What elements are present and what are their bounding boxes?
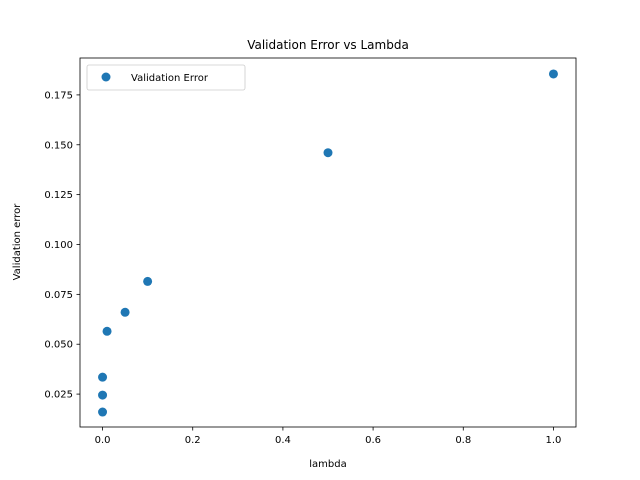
legend-frame <box>86 64 246 91</box>
x-tick-label: 0.2 <box>185 435 201 446</box>
y-tick-label: 0.125 <box>44 190 73 201</box>
legend-label: Validation Error <box>131 73 209 84</box>
scatter-point <box>548 69 558 79</box>
y-tick-label: 0.050 <box>44 340 73 351</box>
x-tick-label: 0.0 <box>95 435 111 446</box>
y-tick-label: 0.150 <box>44 140 73 151</box>
legend-marker <box>101 72 111 82</box>
y-tick-label: 0.025 <box>44 390 73 401</box>
scatter-point <box>98 372 108 382</box>
x-axis-label: lambda <box>309 459 346 470</box>
x-axis-ticks: 0.0 0.2 0.4 0.6 0.8 1.0 <box>95 427 562 446</box>
x-tick-label: 0.6 <box>365 435 381 446</box>
data-points <box>98 69 558 417</box>
y-tick-label: 0.075 <box>44 290 73 301</box>
plot-area <box>80 58 576 427</box>
scatter-point <box>98 407 108 417</box>
y-axis-ticks: 0.025 0.050 0.075 0.100 0.125 0.150 0.175 <box>44 90 80 401</box>
y-tick-label: 0.175 <box>44 90 73 101</box>
plot-frame <box>79 57 577 428</box>
scatter-point <box>102 326 112 336</box>
legend: Validation Error <box>86 64 246 91</box>
y-tick-label: 0.100 <box>44 240 73 251</box>
scatter-point <box>120 307 130 317</box>
scatter-point <box>143 276 153 286</box>
scatter-point <box>323 148 333 158</box>
x-tick-label: 1.0 <box>546 435 562 446</box>
chart-title: Validation Error vs Lambda <box>247 38 409 52</box>
x-tick-label: 0.8 <box>455 435 471 446</box>
y-axis-label: Validation error <box>12 203 23 281</box>
x-tick-label: 0.4 <box>275 435 291 446</box>
scatter-point <box>98 390 108 400</box>
